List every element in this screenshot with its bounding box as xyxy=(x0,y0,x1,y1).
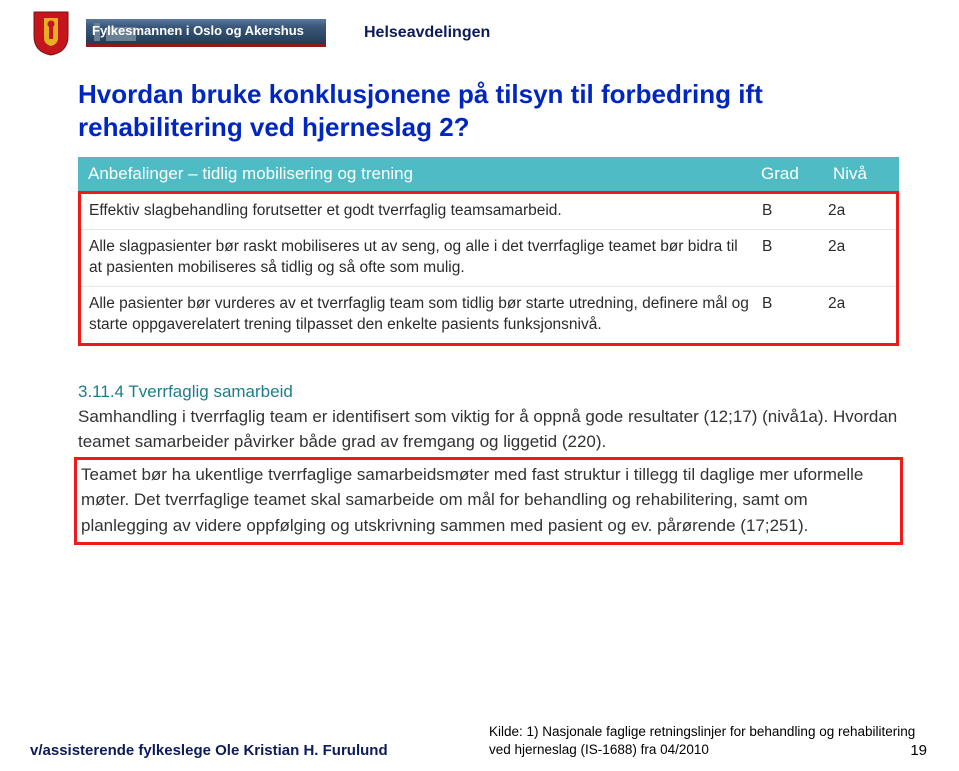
rec-text: Effektiv slagbehandling forutsetter et g… xyxy=(89,201,762,222)
presenter-name: v/assisterende fylkeslege Ole Kristian H… xyxy=(30,742,388,759)
table-header-row: Anbefalinger – tidlig mobilisering og tr… xyxy=(78,157,899,191)
section-intro-paragraph: Samhandling i tverrfaglig team er identi… xyxy=(0,404,959,455)
col-header-main: Anbefalinger – tidlig mobilisering og tr… xyxy=(78,157,755,191)
section-heading: 3.11.4 Tverrfaglig samarbeid xyxy=(0,346,959,404)
rec-niva: 2a xyxy=(828,237,888,279)
slide-header: Fylkesmannen i Oslo og Akershus Helseavd… xyxy=(0,0,959,60)
department-label: Helseavdelingen xyxy=(364,24,490,42)
col-header-niva: Nivå xyxy=(827,157,899,191)
rec-grad: B xyxy=(762,237,828,279)
slide-footer: v/assisterende fylkeslege Ole Kristian H… xyxy=(30,723,929,759)
table-row: Effektiv slagbehandling forutsetter et g… xyxy=(81,194,896,229)
highlighted-recommendations: Effektiv slagbehandling forutsetter et g… xyxy=(78,191,899,346)
rec-grad: B xyxy=(762,201,828,222)
recommendations-table: Anbefalinger – tidlig mobilisering og tr… xyxy=(78,157,899,346)
rec-text: Alle slagpasienter bør raskt mobiliseres… xyxy=(89,237,762,279)
rec-grad: B xyxy=(762,294,828,336)
rec-niva: 2a xyxy=(828,294,888,336)
table-row: Alle pasienter bør vurderes av et tverrf… xyxy=(81,286,896,343)
table-row: Alle slagpasienter bør raskt mobiliseres… xyxy=(81,229,896,286)
org-banner: Fylkesmannen i Oslo og Akershus xyxy=(86,19,326,47)
highlight-text: Teamet bør ha ukentlige tverrfaglige sam… xyxy=(81,462,896,539)
source-citation: Kilde: 1) Nasjonale faglige retningslinj… xyxy=(489,723,919,759)
col-header-grad: Grad xyxy=(755,157,827,191)
coat-of-arms-icon xyxy=(30,10,72,56)
org-name: Fylkesmannen i Oslo og Akershus xyxy=(86,23,326,38)
slide-title: Hvordan bruke konklusjonene på tilsyn ti… xyxy=(0,60,959,157)
highlighted-paragraph: Teamet bør ha ukentlige tverrfaglige sam… xyxy=(74,457,903,546)
page-number: 19 xyxy=(910,742,927,759)
rec-niva: 2a xyxy=(828,201,888,222)
rec-text: Alle pasienter bør vurderes av et tverrf… xyxy=(89,294,762,336)
